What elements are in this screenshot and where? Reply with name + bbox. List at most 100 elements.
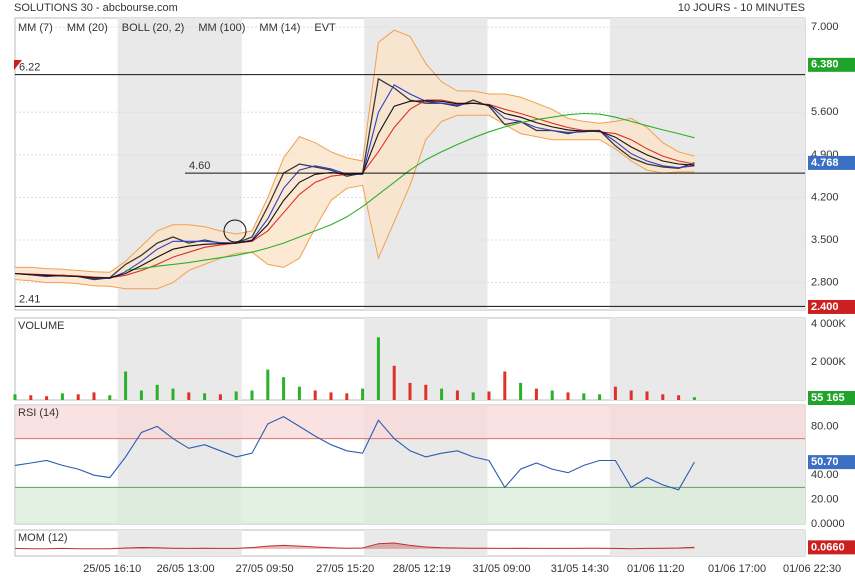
panel-title: RSI (14)	[18, 407, 59, 419]
volume-bar	[455, 390, 459, 400]
x-tick-label: 31/05 14:30	[551, 563, 609, 575]
x-tick-label: 01/06 22:30	[783, 563, 841, 575]
volume-bar	[297, 386, 301, 400]
volume-bar	[440, 388, 444, 400]
volume-bar	[171, 388, 175, 400]
volume-bar	[187, 392, 191, 400]
volume-bar	[250, 390, 254, 400]
y-tick-label: 3.500	[811, 234, 839, 246]
legend-entry: MM (14)	[259, 22, 300, 34]
volume-bar	[692, 397, 696, 400]
legend-entry: MM (20)	[67, 22, 108, 34]
volume-bar	[60, 393, 64, 400]
volume-bar	[124, 371, 128, 400]
event-marker	[14, 60, 22, 70]
volume-bar	[566, 392, 570, 400]
moving-average	[14, 100, 695, 279]
value-marker-label: 50.70	[811, 456, 839, 468]
value-marker	[808, 391, 855, 405]
moving-average	[125, 112, 695, 272]
volume-bar	[408, 382, 412, 400]
volume-bar	[629, 390, 633, 400]
value-marker-label: 6.380	[811, 59, 839, 71]
volume-bar	[76, 394, 80, 400]
volume-bar	[424, 384, 428, 400]
y-tick-label: 4 000K	[811, 318, 847, 330]
volume-bar	[92, 392, 96, 400]
rsi-line	[14, 415, 695, 491]
volume-bar	[471, 392, 475, 400]
panel-title: VOLUME	[18, 320, 64, 332]
rsi-zone	[15, 405, 805, 439]
volume-bar	[234, 391, 238, 400]
value-marker	[808, 455, 855, 470]
legend-entry: MM (100)	[198, 22, 245, 34]
chart-title: SOLUTIONS 30 - abcbourse.com	[14, 2, 178, 14]
x-tick-label: 27/05 15:20	[316, 563, 374, 575]
x-tick-label: 25/05 16:10	[83, 563, 141, 575]
bollinger-lower	[14, 114, 695, 290]
volume-bar	[282, 377, 286, 400]
panel-title: MOM (12)	[18, 532, 68, 544]
value-marker	[808, 155, 855, 170]
volume-bar	[13, 394, 17, 400]
volume-bar	[503, 371, 507, 400]
legend-entry: EVT	[314, 22, 336, 34]
volume-bar	[376, 337, 380, 400]
value-marker-label: 2.400	[811, 301, 839, 313]
volume-bar	[534, 388, 538, 400]
level-label: 6.22	[19, 61, 40, 73]
y-tick-label: 0.0000	[811, 518, 845, 530]
volume-bar	[392, 365, 396, 400]
legend-entry: BOLL (20, 2)	[122, 22, 185, 34]
x-tick-label: 27/05 09:50	[236, 563, 294, 575]
y-tick-label: 7.000	[811, 21, 839, 33]
volume-bar	[677, 395, 681, 400]
volume-bar	[613, 386, 617, 400]
day-shade	[609, 318, 805, 400]
bollinger-upper	[15, 29, 695, 273]
period: 10 JOURS - 10 MINUTES	[678, 2, 805, 14]
day-shade	[117, 318, 242, 400]
volume-bar	[582, 393, 586, 400]
volume-bar	[45, 396, 49, 400]
volume-bar	[266, 369, 270, 400]
value-marker	[808, 57, 855, 72]
day-shade	[609, 530, 805, 556]
volume-bar	[487, 391, 491, 400]
y-tick-label: 2 000K	[811, 356, 847, 368]
volume-bar	[155, 384, 159, 400]
volume-bar	[550, 390, 554, 400]
value-marker-label: 55 165	[811, 392, 845, 404]
x-tick-label: 01/06 17:00	[708, 563, 766, 575]
value-marker-label: 4.768	[811, 157, 839, 169]
level-label: 4.60	[189, 160, 210, 172]
value-marker-label: 0.0660	[811, 541, 845, 553]
value-marker	[808, 540, 855, 555]
rsi-zone	[15, 487, 805, 524]
x-tick-label: 28/05 12:19	[393, 563, 451, 575]
legend-entry: MM (7)	[18, 22, 53, 34]
volume-bar	[313, 390, 317, 400]
volume-bar	[645, 391, 649, 400]
y-tick-label: 40.00	[811, 469, 839, 481]
volume-bar	[218, 394, 222, 400]
day-shade	[117, 530, 242, 556]
x-tick-label: 01/06 11:20	[627, 563, 684, 575]
y-tick-label: 5.600	[811, 106, 839, 118]
x-tick-label: 26/05 13:00	[157, 563, 215, 575]
volume-bar	[361, 388, 365, 400]
y-tick-label: 4.200	[811, 191, 839, 203]
y-tick-label: 20.00	[811, 493, 839, 505]
value-marker	[808, 299, 855, 314]
level-label: 2.41	[19, 293, 40, 305]
volume-bar	[329, 392, 333, 400]
volume-bar	[661, 394, 665, 400]
annotation-circle	[223, 219, 247, 243]
x-tick-label: 31/05 09:00	[473, 563, 531, 575]
volume-bar	[519, 382, 523, 400]
y-tick-label: 80.00	[811, 420, 839, 432]
volume-bar	[29, 395, 33, 400]
volume-bar	[203, 393, 207, 400]
